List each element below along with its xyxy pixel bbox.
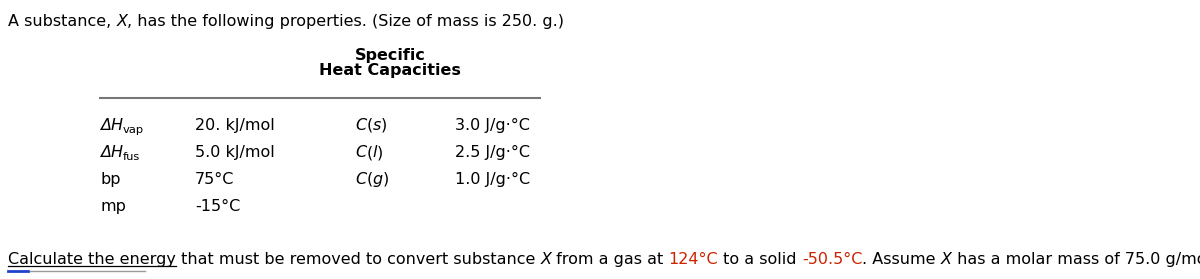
Text: -50.5°C: -50.5°C xyxy=(802,252,863,267)
Text: from a gas at: from a gas at xyxy=(551,252,668,267)
Text: 20. kJ/mol: 20. kJ/mol xyxy=(194,118,275,133)
Text: ): ) xyxy=(383,172,389,187)
Text: ): ) xyxy=(380,118,388,133)
Text: C: C xyxy=(355,145,366,160)
Text: (: ( xyxy=(366,145,372,160)
Text: Heat Capacities: Heat Capacities xyxy=(319,63,461,78)
Text: 5.0 kJ/mol: 5.0 kJ/mol xyxy=(194,145,275,160)
Text: C: C xyxy=(355,118,366,133)
Text: 124°C: 124°C xyxy=(668,252,719,267)
Text: ΔH: ΔH xyxy=(100,145,124,160)
Text: , has the following properties. (Size of mass is 250. g.): , has the following properties. (Size of… xyxy=(127,14,564,29)
Text: mp: mp xyxy=(100,199,126,214)
Text: X: X xyxy=(941,252,952,267)
Text: -15°C: -15°C xyxy=(194,199,240,214)
Text: l: l xyxy=(372,145,377,160)
Text: . Assume: . Assume xyxy=(863,252,941,267)
Text: 3.0 J/g·°C: 3.0 J/g·°C xyxy=(455,118,530,133)
Text: has a molar mass of 75.0 g/mol.: has a molar mass of 75.0 g/mol. xyxy=(952,252,1200,267)
Text: 75°C: 75°C xyxy=(194,172,234,187)
Text: g: g xyxy=(372,172,383,187)
Text: X: X xyxy=(116,14,127,29)
Text: fus: fus xyxy=(122,152,140,162)
Text: ΔH: ΔH xyxy=(100,118,124,133)
Text: to a solid: to a solid xyxy=(719,252,802,267)
Text: Calculate the energy: Calculate the energy xyxy=(8,252,176,267)
Text: A substance,: A substance, xyxy=(8,14,116,29)
Text: X: X xyxy=(540,252,551,267)
Text: vap: vap xyxy=(122,125,144,135)
Text: (: ( xyxy=(366,172,372,187)
Text: ): ) xyxy=(377,145,383,160)
Text: 2.5 J/g·°C: 2.5 J/g·°C xyxy=(455,145,530,160)
Text: that must be removed to convert substance: that must be removed to convert substanc… xyxy=(176,252,540,267)
Text: bp: bp xyxy=(100,172,120,187)
Text: Specific: Specific xyxy=(354,48,426,63)
Text: s: s xyxy=(372,118,380,133)
Text: C: C xyxy=(355,172,366,187)
Text: 1.0 J/g·°C: 1.0 J/g·°C xyxy=(455,172,530,187)
Text: (: ( xyxy=(366,118,372,133)
